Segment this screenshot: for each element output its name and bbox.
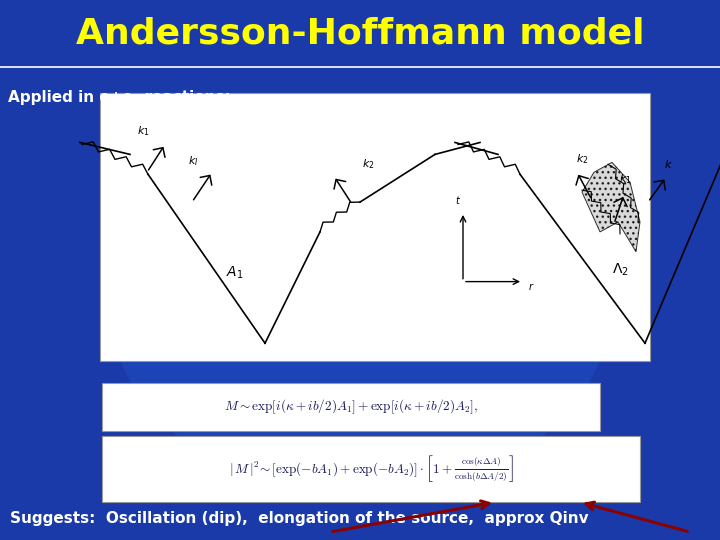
Text: $k$: $k$: [664, 158, 672, 170]
Bar: [102, 436, 640, 502]
Text: Suggests:  Oscillation (dip),  elongation of the source,  approx Qinv: Suggests: Oscillation (dip), elongation …: [10, 511, 589, 525]
Bar: [102, 383, 600, 431]
Ellipse shape: [110, 118, 610, 495]
Text: r: r: [529, 281, 533, 292]
Text: $k_2$: $k_2$: [576, 152, 588, 166]
Polygon shape: [582, 163, 640, 252]
Text: $A_1$: $A_1$: [226, 265, 244, 281]
Text: $k_1$: $k_1$: [618, 172, 631, 186]
Text: Applied in e+e- reactions:: Applied in e+e- reactions:: [8, 90, 230, 105]
Text: $|\,M\,|^2\!\sim [\exp(-bA_1) + \exp(-bA_2)] \cdot \left[1 + \frac{\cos(\kappa\D: $|\,M\,|^2\!\sim [\exp(-bA_1) + \exp(-bA…: [229, 454, 513, 484]
Text: $M \sim \exp[i(\kappa + ib/2)A_1] + \exp[i(\kappa + ib/2)A_2],$: $M \sim \exp[i(\kappa + ib/2)A_1] + \exp…: [224, 397, 478, 416]
Bar: [100, 93, 650, 361]
Text: $k_I$: $k_I$: [188, 154, 198, 168]
Text: t: t: [455, 196, 459, 206]
Text: $k_2$: $k_2$: [361, 157, 374, 171]
Text: $k_1$: $k_1$: [137, 125, 149, 138]
Text: $\Lambda_2$: $\Lambda_2$: [611, 262, 629, 278]
Text: Andersson-Hoffmann model: Andersson-Hoffmann model: [76, 17, 644, 51]
